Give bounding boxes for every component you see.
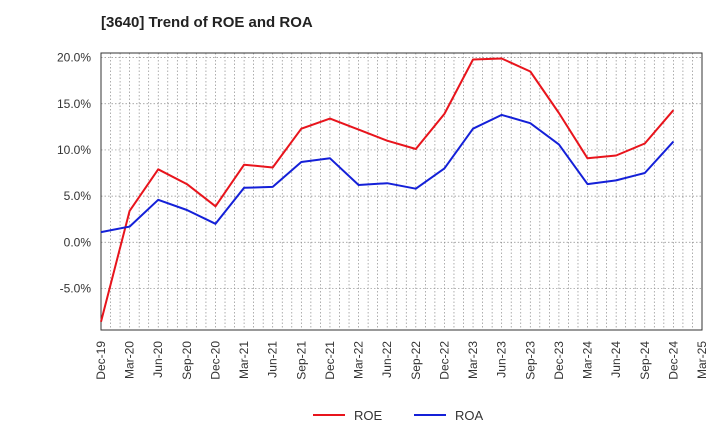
x-tick-label: Jun-20 xyxy=(151,341,165,378)
series-line-roe xyxy=(100,57,675,322)
x-tick-label: Mar-24 xyxy=(581,341,595,379)
x-tick-label: Sep-21 xyxy=(294,341,308,380)
legend-label-roe: ROE xyxy=(354,408,383,423)
series-line-roa xyxy=(100,113,675,234)
x-axis-ticks: Dec-19 Mar-20 Jun-20 Sep-20 Dec-20 Mar-21 Jun-… xyxy=(94,341,709,380)
x-tick-label: Jun-23 xyxy=(495,341,509,378)
y-tick-label: 20.0% xyxy=(57,51,91,65)
y-tick-label: -5.0% xyxy=(60,281,92,295)
y-tick-label: 0.0% xyxy=(64,235,92,249)
x-tick-label: Dec-19 xyxy=(94,341,108,380)
x-tick-label: Sep-24 xyxy=(638,341,652,380)
x-tick-label: Jun-24 xyxy=(609,341,623,378)
grid-layer xyxy=(101,53,702,330)
x-tick-label: Mar-20 xyxy=(123,341,137,379)
x-tick-label: Sep-20 xyxy=(180,341,194,380)
x-tick-label: Dec-21 xyxy=(323,341,337,380)
x-tick-label: Mar-25 xyxy=(695,341,709,379)
series-layer xyxy=(100,57,675,322)
x-tick-label: Jun-22 xyxy=(380,341,394,378)
x-tick-label: Jun-21 xyxy=(266,341,280,378)
x-tick-label: Mar-23 xyxy=(466,341,480,379)
x-tick-label: Dec-24 xyxy=(666,341,680,380)
x-tick-label: Dec-22 xyxy=(437,341,451,380)
x-tick-label: Mar-22 xyxy=(352,341,366,379)
legend: ROE ROA xyxy=(313,408,484,423)
y-tick-label: 15.0% xyxy=(57,97,91,111)
chart-title: [3640] Trend of ROE and ROA xyxy=(101,14,313,31)
legend-label-roa: ROA xyxy=(455,408,484,423)
plot-frame xyxy=(100,52,703,331)
y-axis-ticks: 20.0% 15.0% 10.0% 5.0% 0.0% -5.0% xyxy=(57,51,91,296)
x-tick-label: Sep-22 xyxy=(409,341,423,380)
y-tick-label: 10.0% xyxy=(57,143,91,157)
x-tick-label: Sep-23 xyxy=(523,341,537,380)
y-tick-label: 5.0% xyxy=(64,189,92,203)
x-tick-label: Dec-23 xyxy=(552,341,566,380)
x-tick-label: Mar-21 xyxy=(237,341,251,379)
x-tick-label: Dec-20 xyxy=(208,341,222,380)
